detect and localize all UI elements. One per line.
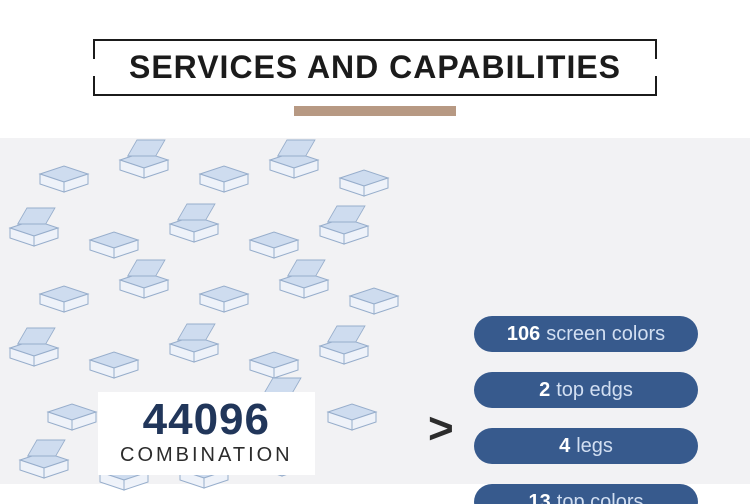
- pill-list: 106 screen colors 2 top edgs 4 legs 13 t…: [474, 316, 698, 504]
- infographic-section: 44096 COMBINATION > 106 screen colors 2 …: [0, 138, 750, 484]
- greater-than-icon: >: [428, 404, 454, 454]
- pill-screen-colors: 106 screen colors: [474, 316, 698, 352]
- pill-number: 13: [529, 491, 551, 504]
- pill-label: legs: [576, 435, 613, 458]
- pill-label: screen colors: [546, 323, 665, 346]
- header: SERVICES AND CAPABILITIES: [0, 0, 750, 138]
- pill-number: 2: [539, 379, 550, 402]
- combination-label: COMBINATION: [120, 444, 293, 467]
- pill-number: 106: [507, 323, 540, 346]
- pill-legs: 4 legs: [474, 428, 698, 464]
- combination-box: 44096 COMBINATION: [98, 392, 315, 475]
- title-frame: SERVICES AND CAPABILITIES: [93, 39, 657, 96]
- page-root: SERVICES AND CAPABILITIES: [0, 0, 750, 504]
- pill-number: 4: [559, 435, 570, 458]
- combination-number: 44096: [120, 398, 293, 442]
- pill-label: top edgs: [556, 379, 633, 402]
- accent-bar: [294, 106, 456, 116]
- pill-top-edges: 2 top edgs: [474, 372, 698, 408]
- pill-label: top colors: [557, 491, 644, 504]
- pill-top-colors: 13 top colors: [474, 484, 698, 504]
- page-title: SERVICES AND CAPABILITIES: [129, 49, 621, 86]
